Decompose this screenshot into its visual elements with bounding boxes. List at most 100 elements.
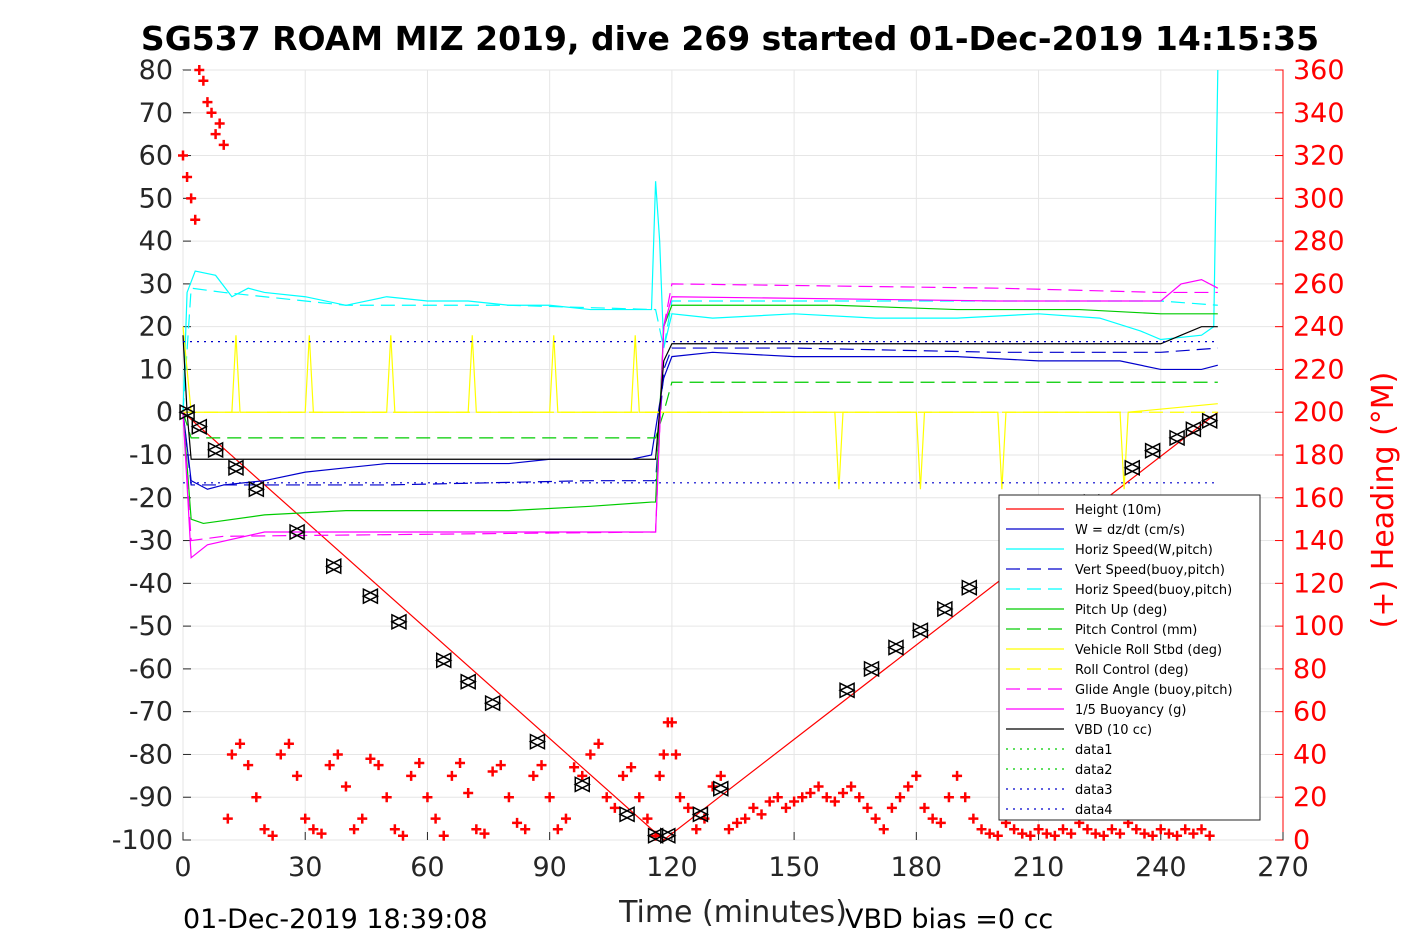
y-right-tick-label: 80 (1293, 654, 1327, 685)
heading-point (186, 193, 197, 204)
heading-point (1017, 828, 1028, 839)
y-tick-label: -100 (112, 825, 173, 856)
series-line (182, 278, 1219, 559)
heading-point (1180, 824, 1191, 835)
heading-point (683, 802, 694, 813)
heading-point (976, 824, 987, 835)
y-tick-label: -40 (129, 568, 173, 599)
heading-point (365, 753, 376, 764)
y-tick-label: -50 (129, 611, 173, 642)
y-right-tick-label: 280 (1293, 226, 1345, 257)
heading-point (1098, 830, 1109, 841)
y-tick-label: 70 (139, 98, 173, 129)
heading-point (707, 781, 718, 792)
heading-point (748, 802, 759, 813)
heading-point (243, 760, 254, 771)
x-tick-label: 150 (768, 852, 820, 883)
legend-label: Vehicle Roll Stbd (deg) (1075, 643, 1222, 658)
heading-point (1196, 824, 1207, 835)
heading-point (569, 762, 580, 773)
heading-point (740, 813, 751, 824)
heading-point (1188, 828, 1199, 839)
heading-point (1066, 828, 1077, 839)
heading-point (642, 813, 653, 824)
height-marker (361, 587, 379, 605)
y-tick-label: -10 (129, 440, 173, 471)
heading-point (259, 824, 270, 835)
heading-point (895, 792, 906, 803)
y-right-tick-label: 160 (1293, 483, 1345, 514)
heading-point (1155, 824, 1166, 835)
heading-point (654, 770, 665, 781)
heading-point (210, 129, 221, 140)
height-marker (227, 459, 244, 477)
y-tick-label: 50 (139, 183, 173, 214)
heading-point (206, 107, 217, 118)
heading-point (552, 824, 563, 835)
y-right-tick-label: 20 (1293, 782, 1327, 813)
heading-point (1082, 824, 1093, 835)
heading-point (1147, 830, 1158, 841)
y-right-tick-label: 140 (1293, 526, 1345, 557)
y-right-tick-label: 320 (1293, 141, 1345, 172)
legend-label: Glide Angle (buoy,pitch) (1075, 683, 1233, 698)
height-marker (1123, 459, 1141, 477)
heading-point (463, 787, 474, 798)
heading-point (389, 824, 400, 835)
heading-point (984, 828, 995, 839)
y-tick-label: -30 (129, 526, 173, 557)
legend-label: 1/5 Buoyancy (g) (1075, 703, 1186, 718)
height-marker (712, 780, 729, 797)
heading-point (1115, 828, 1126, 839)
heading-point (1172, 830, 1183, 841)
heading-point (446, 770, 457, 781)
heading-point (406, 770, 417, 781)
heading-point (226, 749, 237, 760)
height-markers (178, 404, 1219, 844)
height-marker (936, 600, 953, 618)
heading-point (797, 792, 808, 803)
height-marker (862, 660, 880, 678)
y-axis-right-label: (+) Heading (°M) (1366, 372, 1401, 629)
x-tick-label: 270 (1257, 852, 1309, 883)
legend-label: data3 (1075, 783, 1113, 798)
heading-point (935, 817, 946, 828)
y-right-tick-label: 0 (1293, 825, 1310, 856)
heading-point (846, 781, 857, 792)
heading-point (471, 824, 482, 835)
heading-point (886, 802, 897, 813)
heading-point (495, 760, 506, 771)
series-line (182, 304, 1218, 525)
heading-point (1139, 828, 1150, 839)
heading-point (536, 760, 547, 771)
height-marker (573, 776, 591, 793)
y-right-tick-label: 240 (1293, 312, 1345, 343)
y-tick-label: 60 (139, 141, 173, 172)
x-tick-label: 0 (174, 852, 191, 883)
y-right-tick-label: 260 (1293, 269, 1345, 300)
y-tick-label: -20 (129, 483, 173, 514)
legend-label: Height (10m) (1075, 503, 1161, 518)
legend-label: Roll Control (deg) (1075, 663, 1189, 678)
heading-point (1163, 828, 1174, 839)
heading-point (373, 760, 384, 771)
y-right-tick-label: 300 (1293, 183, 1345, 214)
heading-point (952, 770, 963, 781)
y-right-tick-label: 220 (1293, 354, 1345, 385)
heading-point (422, 792, 433, 803)
chart-title: SG537 ROAM MIZ 2019, dive 269 started 01… (141, 19, 1319, 58)
heading-point (349, 824, 360, 835)
heading-point (479, 828, 490, 839)
y-tick-label: 40 (139, 226, 173, 257)
height-marker (483, 694, 501, 712)
footer-vbd-bias: VBD bias =0 cc (845, 904, 1053, 935)
x-tick-label: 60 (410, 852, 444, 883)
heading-point (528, 770, 539, 781)
heading-point (813, 781, 824, 792)
heading-point (780, 802, 791, 813)
heading-point (308, 824, 319, 835)
heading-point (235, 738, 246, 749)
x-tick-label: 210 (1013, 852, 1065, 883)
series-line (182, 326, 1218, 460)
heading-point (1009, 824, 1020, 835)
